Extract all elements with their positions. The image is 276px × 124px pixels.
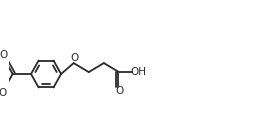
Text: O: O <box>115 86 123 96</box>
Text: O: O <box>70 53 78 63</box>
Text: O: O <box>0 88 7 98</box>
Text: OH: OH <box>130 67 146 77</box>
Text: O: O <box>0 50 7 60</box>
